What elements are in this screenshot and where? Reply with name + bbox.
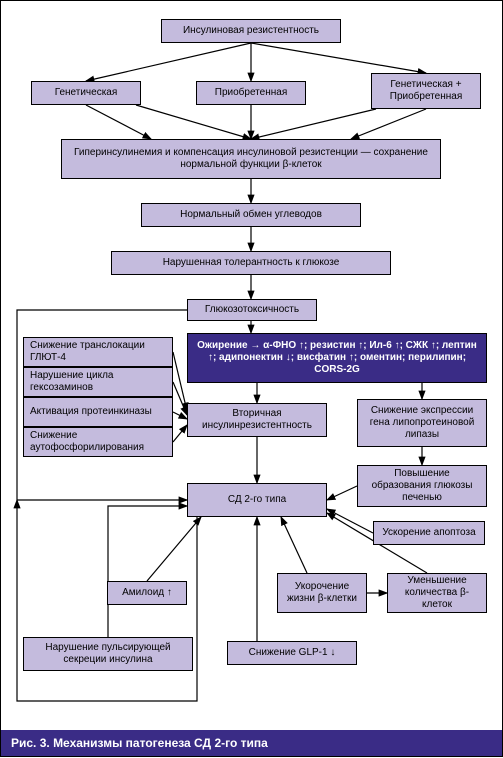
node-n19: Амилоид ↑: [107, 581, 187, 605]
edge-14: [173, 382, 187, 415]
edge-5: [351, 109, 426, 139]
node-n7: Нарушенная толерантность к глюкозе: [111, 251, 391, 275]
node-n4: Генетическая + Приобретенная: [371, 73, 481, 109]
node-n8: Глюкозотоксичность: [187, 299, 317, 321]
node-n6: Нормальный обмен углеводов: [141, 203, 361, 227]
edge-15: [173, 412, 187, 419]
edge-23: [147, 517, 201, 581]
node-n9: Снижение транслокации ГЛЮТ-4: [23, 337, 173, 367]
edge-24: [281, 517, 307, 573]
node-n2: Генетическая: [31, 81, 141, 105]
node-n17: Повышение образования глюкозы печенью: [357, 465, 487, 507]
edge-22: [327, 509, 373, 533]
node-n16: СД 2-го типа: [187, 483, 327, 517]
node-n13: Ожирение → α-ФНО ↑; резистин ↑; Ил-6 ↑; …: [187, 333, 487, 383]
edge-2: [251, 43, 426, 73]
edge-27: [108, 506, 187, 637]
node-n5: Гиперинсулинемия и компенсация инсулинов…: [61, 139, 441, 179]
edge-13: [173, 352, 187, 411]
node-n18: Ускорение апоптоза: [373, 521, 485, 545]
node-n23: Снижение GLP-1 ↓: [227, 641, 357, 665]
figure-caption: Рис. 3. Механизмы патогенеза СД 2-го тип…: [1, 730, 502, 756]
node-n20: Укорочение жизни β-клетки: [277, 573, 367, 613]
node-n14: Вторичная инсулинрезистентность: [187, 403, 327, 437]
edge-0: [86, 43, 251, 81]
diagram-canvas: Инсулиновая резистентность Генетическая Пр…: [0, 0, 503, 757]
edge-3: [86, 105, 151, 139]
node-n21: Уменьшение количества β-клеток: [387, 573, 487, 613]
edge-7: [251, 109, 376, 139]
node-n22: Нарушение пульсирующей секреции инсулина: [23, 637, 193, 671]
edge-16: [173, 425, 187, 442]
edge-6: [136, 105, 251, 139]
node-n12: Снижение аутофосфорилирования: [23, 427, 173, 457]
node-n3: Приобретенная: [196, 81, 306, 105]
edge-21: [327, 486, 357, 500]
node-n11: Активация протеинкиназы: [23, 397, 173, 427]
node-n15: Снижение экспрессии гена липопротеиновой…: [357, 399, 487, 447]
node-n10: Нарушение цикла гексозаминов: [23, 367, 173, 397]
node-n1: Инсулиновая резистентность: [161, 19, 341, 43]
